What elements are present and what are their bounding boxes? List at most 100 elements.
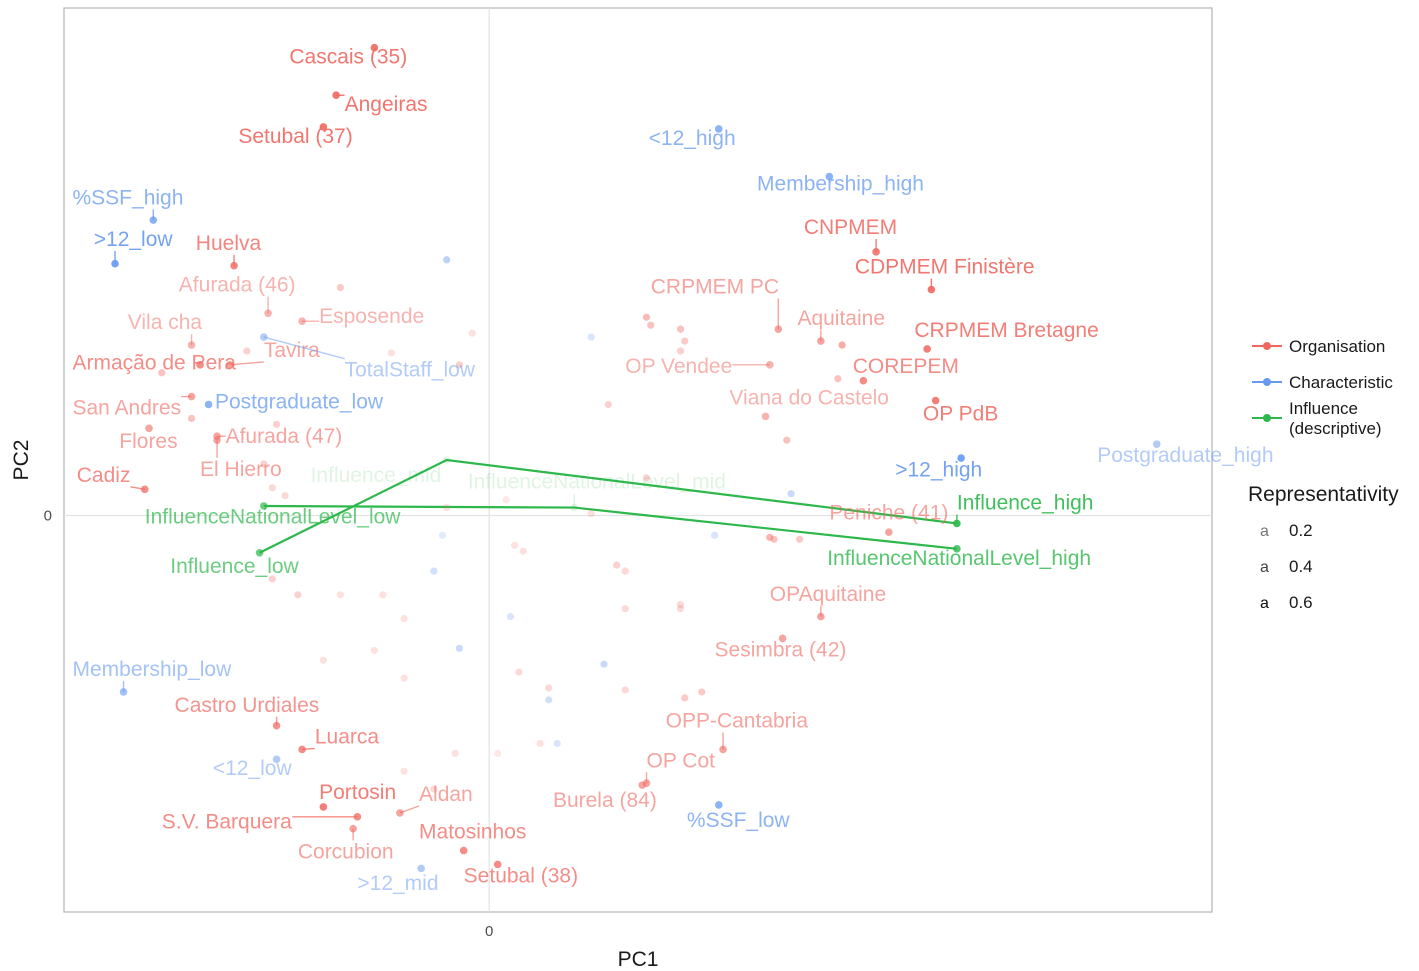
scatter-point (281, 492, 289, 500)
legend: Representativity Organisation Characteris… (1248, 337, 1399, 612)
scatter-point (370, 646, 378, 654)
labeled-point (1152, 440, 1161, 448)
size-legend-label: 0.2 (1289, 521, 1313, 540)
point-label: Cadiz (77, 464, 131, 487)
point-label: OP Cot (647, 749, 716, 772)
legend-label: Characteristic (1289, 373, 1393, 392)
plot-border (63, 7, 1213, 913)
labeled-point (264, 309, 272, 318)
scatter-point (642, 313, 651, 321)
labeled-point (255, 548, 264, 557)
point-label: Aquitaine (797, 307, 885, 330)
scatter-point (647, 321, 655, 329)
point-label: Matosinhos (419, 821, 526, 844)
labeled-point (145, 424, 153, 433)
scatter-point (642, 474, 651, 482)
scatter-point (676, 605, 685, 613)
scatter-point (451, 749, 459, 758)
scatter-point (795, 535, 804, 543)
influence-lines (259, 458, 958, 554)
axes: PC1 PC2 0 0 (10, 440, 658, 971)
scatter-point (379, 591, 387, 599)
scatter-point (400, 767, 408, 775)
scatter-point (438, 531, 447, 539)
labeled-point (638, 781, 647, 789)
label-leader (399, 805, 420, 814)
scatter-point (519, 547, 527, 555)
legend-key-point (1263, 342, 1271, 350)
scatter-point (838, 341, 846, 349)
scatter-point (511, 541, 519, 549)
size-legend-label: 0.4 (1289, 557, 1313, 576)
labeled-point (931, 396, 940, 405)
label-leader (302, 747, 315, 751)
scatter-point (604, 400, 612, 409)
scatter-point (681, 694, 689, 702)
scatter-point (621, 567, 629, 575)
scatter-point (587, 509, 595, 518)
scatter-point (770, 535, 778, 543)
point-label: CDPMEM Finistère (855, 256, 1035, 279)
point-label: OPP-Cantabria (666, 710, 809, 733)
labeled-point (493, 860, 502, 869)
scatter-point (676, 325, 685, 333)
point-label: Vila cha (128, 311, 203, 334)
scatter-point (783, 436, 791, 444)
scatter-point (676, 347, 685, 355)
point-label: Luarca (315, 725, 380, 748)
scatter-point (676, 601, 685, 609)
scatter-point (268, 484, 276, 492)
point-label: Flores (119, 430, 177, 453)
point-label: Influence_low (170, 555, 299, 578)
point-label: Setubal (37) (238, 125, 352, 148)
labeled-point (885, 528, 893, 536)
labeled-point (353, 813, 362, 821)
label-leader (130, 486, 145, 491)
scatter-point (336, 283, 344, 292)
influence-line (263, 504, 958, 550)
scatter-point (430, 785, 438, 793)
point-label: CNPMEM (804, 216, 897, 239)
legend-label: Influence (1289, 399, 1358, 418)
point-label: Aldan (419, 783, 473, 806)
labeled-point (778, 634, 787, 643)
label-leader (229, 361, 264, 366)
labeled-point (319, 803, 328, 811)
labeled-point (714, 125, 723, 133)
point-label: Viana do Castelo (729, 386, 889, 409)
x-axis-title: PC1 (618, 948, 659, 971)
legend-key-point (1263, 378, 1271, 386)
size-legend-key: a (1260, 559, 1269, 576)
scatter-point (268, 575, 276, 583)
labeled-point (953, 545, 961, 553)
scatter-point (710, 531, 719, 539)
point-label: >12_low (94, 228, 174, 251)
labeled-point (272, 755, 281, 764)
point-label: >12_high (895, 459, 982, 482)
point-label: %SSF_high (73, 186, 184, 209)
scatter-point (553, 739, 561, 748)
scatter-point (515, 668, 523, 676)
point-label: COREPEM (853, 355, 959, 378)
legend-key-point (1263, 414, 1271, 422)
data-points (111, 43, 1161, 873)
point-label: InfluenceNationalLevel_mid (468, 471, 726, 494)
scatter-point (430, 567, 438, 575)
scatter-point (587, 333, 595, 341)
labeled-point (260, 502, 268, 510)
labeled-point (196, 361, 204, 369)
scatter-point (494, 749, 502, 758)
scatter-point (387, 349, 395, 357)
point-label: OP PdB (923, 402, 999, 425)
labeled-point (204, 400, 213, 409)
labeled-point (825, 172, 834, 181)
point-label: Setubal (38) (464, 864, 578, 887)
labeled-point (957, 454, 965, 462)
scatter-point (260, 460, 268, 468)
labeled-point (417, 864, 425, 873)
scatter-point (600, 660, 608, 668)
labeled-point (714, 801, 723, 809)
point-labels: Cascais (35) Angeiras Setubal (37) %SSF_hig… (73, 46, 1274, 896)
point-label: Castro Urdiales (175, 694, 320, 717)
